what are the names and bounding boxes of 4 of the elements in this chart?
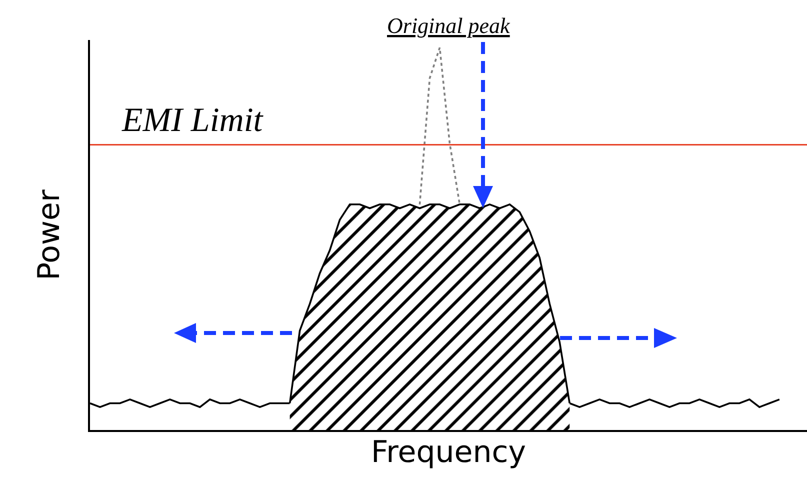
x-axis-title: Frequency bbox=[371, 435, 526, 470]
y-axis-title: Power bbox=[32, 188, 67, 280]
ref-line-label: EMI Limit bbox=[121, 102, 264, 139]
text: Original peak bbox=[387, 13, 512, 38]
